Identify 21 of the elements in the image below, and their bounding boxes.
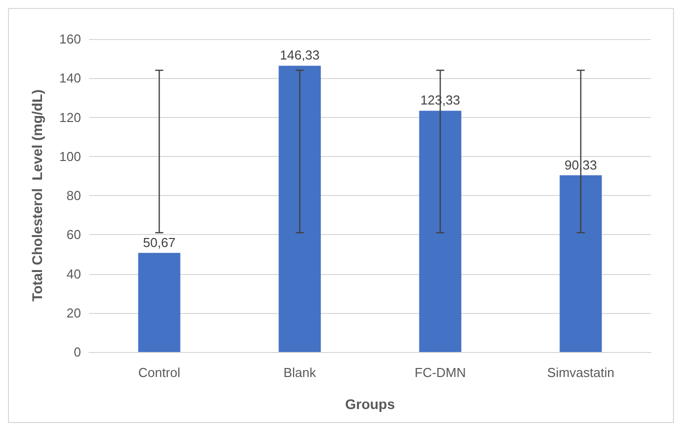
- bar: [419, 110, 462, 352]
- x-tick-label: Control: [138, 365, 180, 380]
- bar: [560, 175, 602, 352]
- y-tick-label: 60: [66, 227, 81, 242]
- data-label: 146,33: [280, 48, 320, 63]
- x-axis-title: Groups: [345, 396, 396, 412]
- x-tick-label: FC-DMN: [414, 365, 466, 380]
- y-tick-label: 80: [66, 188, 81, 203]
- y-tick-label: 100: [59, 148, 81, 164]
- x-tick-label: Simvastatin: [547, 365, 614, 380]
- x-tick-label: Blank: [283, 365, 317, 380]
- data-label: 50,67: [142, 234, 176, 250]
- y-tick-label: 160: [59, 32, 81, 46]
- bar: [278, 66, 321, 352]
- y-tick-label: 20: [66, 305, 81, 320]
- y-tick-label: 0: [74, 344, 81, 360]
- y-tick-label: 40: [66, 266, 81, 282]
- y-axis-title: Total Cholesterol Level (mg/dL): [29, 89, 45, 302]
- y-tick-label: 120: [59, 110, 81, 125]
- y-tick-label: 140: [59, 70, 81, 86]
- bar: [138, 252, 180, 352]
